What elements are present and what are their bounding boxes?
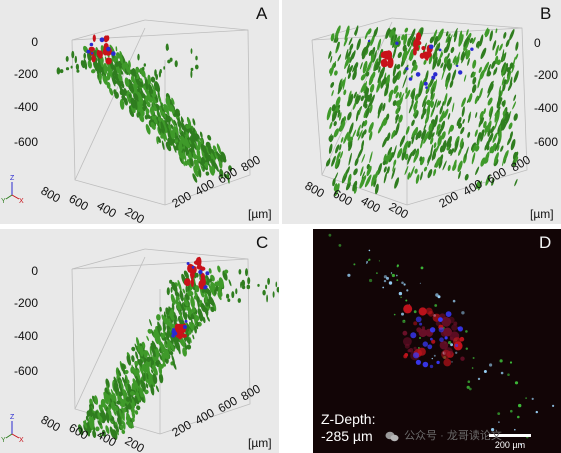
z-axis-ticks: 0 -200 -400 -600 — [14, 35, 38, 149]
z-depth-label: Z-Depth: — [321, 411, 376, 427]
y-tick: 200 — [170, 188, 195, 210]
watermark: 公众号 · 龙哥读论文 — [385, 427, 561, 445]
panel-a: 0 -200 -400 -600 800 600 400 200 200 400… — [0, 0, 279, 224]
panel-letter: C — [256, 233, 269, 252]
panel-d-micrograph — [328, 233, 555, 446]
x-tick: 800 — [39, 183, 64, 205]
axis-triad: Z Y X — [1, 414, 24, 444]
unit-label: [µm] — [248, 436, 272, 450]
z-tick: -600 — [14, 364, 38, 378]
y-tick: 600 — [485, 164, 510, 186]
y-tick: 600 — [216, 164, 241, 186]
z-tick: -600 — [14, 135, 38, 149]
z-axis-ticks: 0 -200 -400 -600 — [534, 36, 558, 149]
fluorescent-structures — [78, 256, 279, 440]
watermark-text: 公众号 · 龙哥读论文 — [404, 430, 502, 442]
y-tick: 400 — [193, 405, 218, 427]
z-depth-readout: Z-Depth: -285 µm — [321, 411, 375, 445]
panel-letter: A — [256, 4, 268, 23]
y-tick: 800 — [239, 381, 264, 403]
scale-bar — [489, 434, 531, 437]
y-tick: 200 — [170, 417, 195, 439]
z-tick: -400 — [14, 329, 38, 343]
z-tick: -400 — [14, 100, 38, 114]
z-depth-value: -285 µm — [321, 428, 373, 444]
unit-label: [µm] — [530, 207, 554, 221]
axis-triad: Z Y X — [1, 175, 24, 205]
x-tick: 600 — [67, 191, 92, 213]
x-tick: 200 — [123, 204, 148, 224]
bounding-box — [71, 248, 251, 435]
triad-x: X — [19, 198, 24, 205]
triad-y: Y — [1, 437, 6, 444]
y-tick: 600 — [216, 393, 241, 415]
x-tick: 200 — [123, 433, 148, 453]
fluorescent-structures — [56, 34, 233, 184]
wechat-icon — [385, 431, 399, 441]
triad-z: Z — [10, 414, 15, 421]
z-tick: -200 — [534, 68, 558, 82]
scale-bar-label: 200 µm — [494, 440, 526, 450]
panel-c: 0 -200 -400 -600 800 600 400 200 200 400… — [0, 229, 279, 453]
fluorescent-signal — [328, 233, 555, 446]
x-tick: 400 — [359, 193, 384, 215]
panel-c-render: 0 -200 -400 -600 800 600 400 200 200 400… — [1, 248, 279, 453]
panel-a-render: 0 -200 -400 -600 800 600 400 200 200 400… — [1, 19, 272, 224]
panel-letter: D — [539, 233, 552, 252]
y-tick: 200 — [437, 188, 462, 210]
y-tick: 800 — [239, 152, 264, 174]
panel-b-render: 0 -200 -400 -600 800 600 400 200 200 400… — [303, 17, 558, 222]
z-tick: 0 — [31, 264, 38, 278]
triad-x: X — [19, 437, 24, 444]
x-tick: 800 — [39, 412, 64, 434]
z-tick: -200 — [14, 67, 38, 81]
z-tick: 0 — [534, 36, 541, 50]
panel-letter: B — [540, 4, 552, 23]
triad-y: Y — [1, 198, 6, 205]
x-axis-ticks: 800 600 400 200 — [39, 183, 148, 224]
z-tick: -400 — [534, 101, 558, 115]
fluorescent-structures — [325, 25, 519, 197]
y-tick: 800 — [509, 152, 534, 174]
z-tick: -200 — [14, 296, 38, 310]
z-tick: 0 — [31, 35, 38, 49]
panel-d: D Z-Depth: -285 µm 200 µm — [313, 229, 561, 453]
unit-label: [µm] — [248, 207, 272, 221]
x-tick: 400 — [95, 198, 120, 220]
panel-b: 0 -200 -400 -600 800 600 400 200 200 400… — [282, 0, 561, 224]
x-tick: 200 — [387, 199, 412, 221]
z-tick: -600 — [534, 135, 558, 149]
y-tick: 400 — [461, 176, 486, 198]
x-tick: 800 — [303, 178, 328, 200]
y-axis-ticks: 200 400 600 800 — [170, 381, 264, 439]
z-axis-ticks: 0 -200 -400 -600 — [14, 264, 38, 378]
triad-z: Z — [10, 175, 15, 182]
